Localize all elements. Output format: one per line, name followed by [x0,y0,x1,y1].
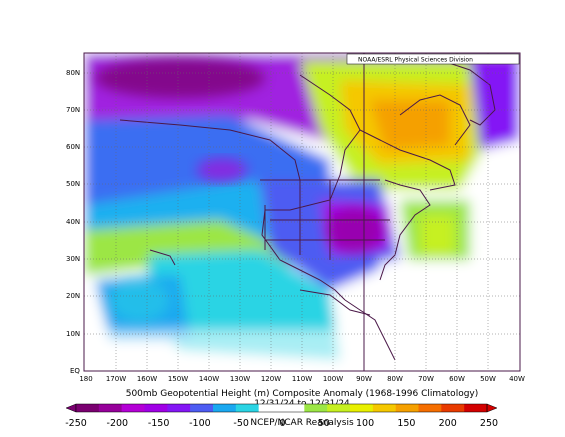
lon-label: 130W [230,375,250,383]
lat-label: 80N [66,69,80,77]
colorbar-tick-label: 150 [397,418,415,429]
colorbar [65,403,498,413]
lon-label: 110W [292,375,312,383]
colorbar-swatch [464,404,488,412]
lon-label: 120W [261,375,281,383]
lat-label: 70N [66,106,80,114]
map-subtitle-2: NCEP/NCAR Reanalysis [250,418,354,428]
colorbar-swatch [304,404,328,412]
credit-box [346,53,520,65]
colorbar-tick-label: -250 [65,418,87,429]
colorbar-tick-label: 250 [480,418,498,429]
lon-label: 140W [199,375,219,383]
colorbar-swatch [350,404,374,412]
credit-text: NOAA/ESRL Physical Sciences Division [358,57,473,64]
colorbar-swatch [235,404,259,412]
lat-label: 40N [66,218,80,226]
colorbar-swatch [76,404,100,412]
colorbar-tick-label: 200 [439,418,457,429]
colorbar-ticks: -250 -200 -150 -100 -50 0 50 100 150 200 250 [65,418,498,429]
colorbar-left-arrow [65,403,77,413]
lon-label: 50W [480,375,496,383]
lon-label: 160W [137,375,157,383]
lon-label: 60W [449,375,465,383]
colorbar-swatch [372,404,396,412]
colorbar-outline [75,403,488,413]
colorbar-right-arrow [486,403,498,413]
colorbar-tick-label: -150 [148,418,170,429]
colorbar-swatch [327,404,351,412]
lon-label: 40W [509,375,525,383]
colorbar-swatch [441,404,465,412]
lon-label: 100W [323,375,343,383]
colorbar-swatch [258,404,282,412]
lat-label: EQ [70,367,80,375]
colorbar-swatch [418,404,442,412]
lon-label: 90W [356,375,372,383]
colorbar-swatch [98,404,122,412]
colorbar-tick-label: -100 [189,418,211,429]
graticule [84,53,520,371]
colorbar-tick-label: -200 [107,418,129,429]
map-frame [83,52,521,372]
lon-label: 180 [79,375,92,383]
colorbar-swatch [281,404,305,412]
colorbar-swatch [167,404,191,412]
lon-label: 170W [106,375,126,383]
colorbar-tick-label: 50 [318,418,330,429]
coastlines [119,59,496,361]
colorbar-swatch [190,404,214,412]
colorbar-swatch [121,404,145,412]
map-title: 500mb Geopotential Height (m) Composite … [126,389,479,399]
colorbar-swatch [395,404,419,412]
colorbar-swatch [144,404,168,412]
lon-label: 70W [418,375,434,383]
latitude-labels: 80N 70N 60N 50N 40N 30N 20N 10N EQ [66,69,80,375]
colorbar-tick-label: -50 [233,418,249,429]
lon-label: 150W [168,375,188,383]
map-panel: NOAA/ESRL Physical Sciences Division [83,52,521,372]
longitude-labels: 180 170W 160W 150W 140W 130W 120W 110W 1… [79,375,525,383]
lon-label: 80W [387,375,403,383]
lat-label: 20N [66,292,80,300]
lat-label: 60N [66,143,80,151]
lat-label: 10N [66,330,80,338]
lat-label: 50N [66,180,80,188]
colorbar-tick-label: 100 [356,418,374,429]
lat-label: 30N [66,255,80,263]
colorbar-tick-label: 0 [279,418,285,429]
colorbar-swatch [213,404,237,412]
